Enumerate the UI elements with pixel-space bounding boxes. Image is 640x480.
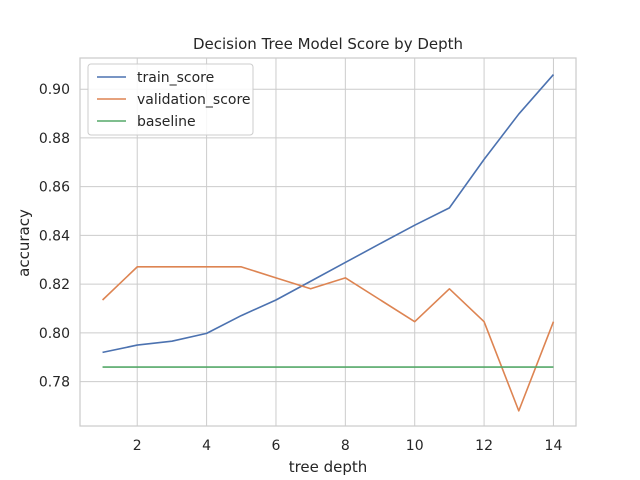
legend: train_score validation_score baseline xyxy=(87,63,254,136)
y-tick-label: 0.88 xyxy=(39,131,70,147)
y-axis-label: accuracy xyxy=(15,209,33,277)
x-tick-labels: 2 4 6 8 10 12 14 xyxy=(133,438,563,454)
grid xyxy=(80,58,576,426)
x-tick-label: 6 xyxy=(272,438,281,454)
y-tick-label: 0.90 xyxy=(39,82,70,98)
y-tick-labels: 0.78 0.80 0.82 0.84 0.86 0.88 0.90 xyxy=(39,82,70,390)
x-tick-label: 14 xyxy=(545,438,563,454)
y-tick-label: 0.84 xyxy=(39,228,70,244)
x-tick-label: 2 xyxy=(133,438,142,454)
y-tick-label: 0.82 xyxy=(39,277,70,293)
x-tick-label: 12 xyxy=(475,438,493,454)
x-axis-label: tree depth xyxy=(289,458,368,476)
x-tick-label: 8 xyxy=(341,438,350,454)
y-tick-label: 0.86 xyxy=(39,180,70,196)
plot-frame xyxy=(79,57,577,427)
x-tick-label: 10 xyxy=(406,438,424,454)
y-tick-label: 0.80 xyxy=(39,326,70,342)
legend-label: validation_score xyxy=(137,92,251,108)
series-line-train-score xyxy=(102,74,555,354)
y-tick-label: 0.78 xyxy=(39,375,70,391)
legend-label: train_score xyxy=(137,70,214,86)
series-line-validation-score xyxy=(101,266,555,412)
legend-box xyxy=(87,63,254,136)
chart-title: Decision Tree Model Score by Depth xyxy=(193,35,463,53)
series-lines xyxy=(101,74,555,412)
legend-label: baseline xyxy=(137,114,196,130)
x-tick-label: 4 xyxy=(202,438,211,454)
